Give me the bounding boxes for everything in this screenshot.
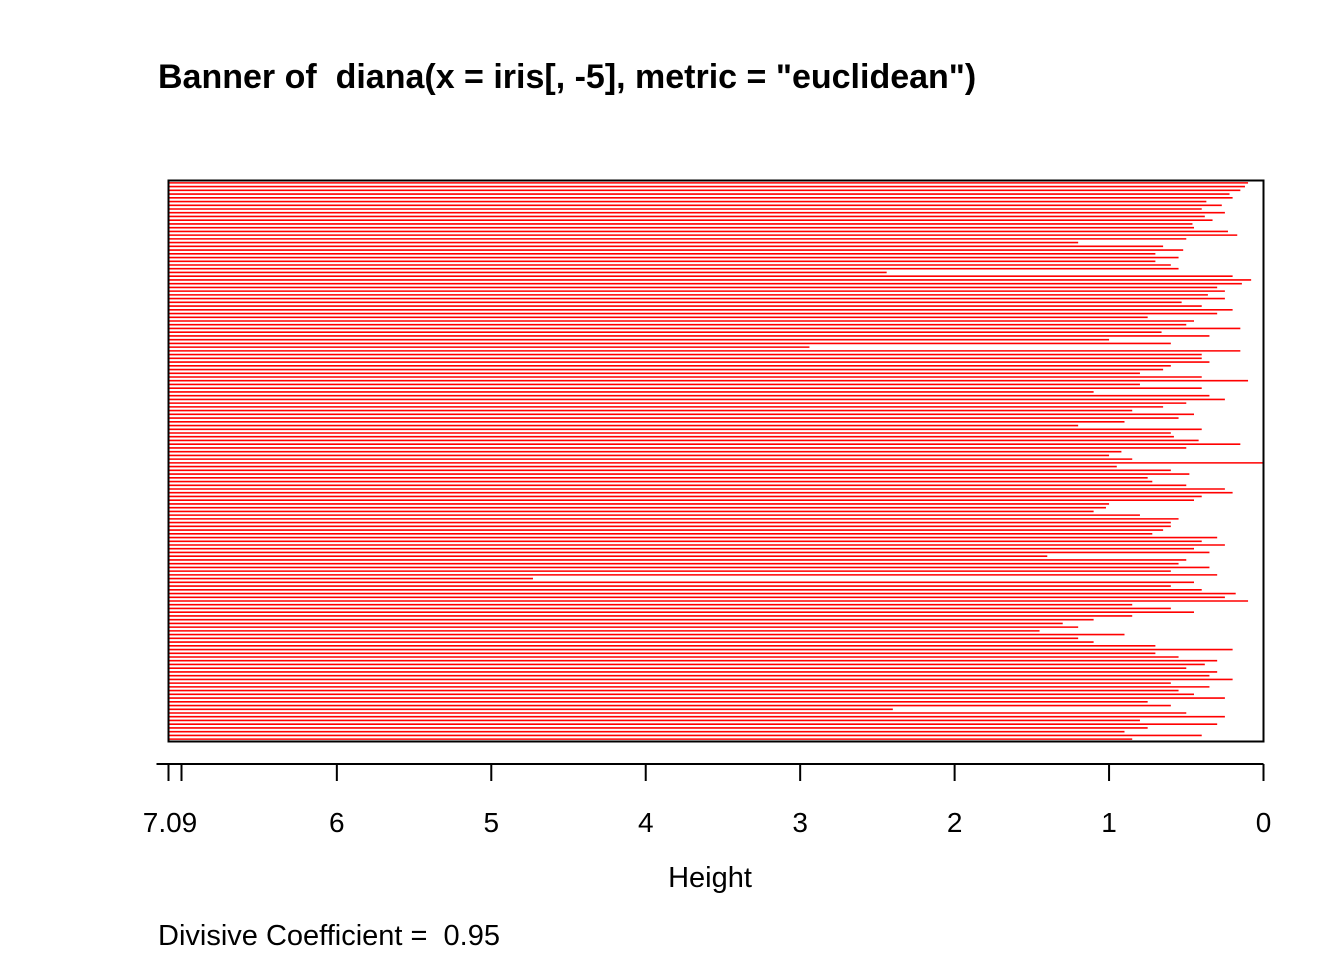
x-axis-label: Height bbox=[668, 862, 752, 894]
x-tick-label: 6 bbox=[329, 807, 345, 838]
x-tick-label: 7.09 bbox=[143, 807, 198, 838]
x-tick-label: 0 bbox=[1256, 807, 1272, 838]
x-tick-label: 5 bbox=[483, 807, 499, 838]
x-tick-label: 4 bbox=[638, 807, 654, 838]
x-tick-label: 1 bbox=[1101, 807, 1117, 838]
plot-frame bbox=[167, 179, 1265, 743]
x-tick-label: 3 bbox=[792, 807, 808, 838]
chart-title: Banner of diana(x = iris[, -5], metric =… bbox=[158, 58, 977, 96]
x-axis: 7.09 6 5 4 3 2 1 0 bbox=[143, 763, 1272, 838]
x-tick-label: 2 bbox=[947, 807, 963, 838]
divisive-coefficient: Divisive Coefficient = 0.95 bbox=[158, 920, 500, 952]
banner-bars bbox=[168, 182, 1264, 740]
